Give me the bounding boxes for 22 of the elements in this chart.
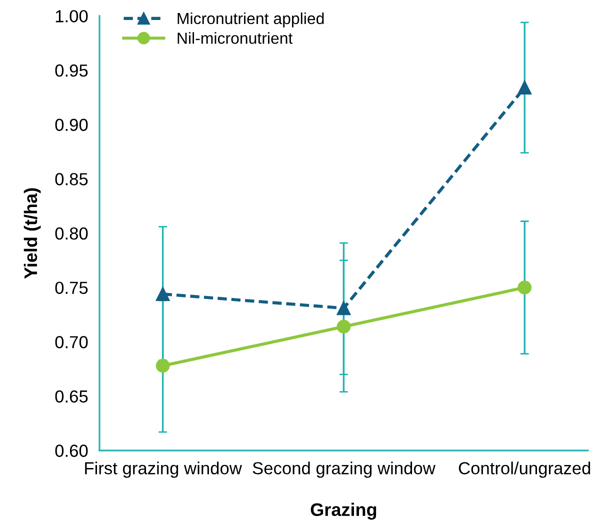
point (156, 287, 170, 301)
x-tick-label: Second grazing window (252, 462, 436, 478)
point (336, 301, 351, 316)
point (518, 280, 532, 294)
point (156, 358, 170, 373)
y-tick-label: 0.70 (55, 336, 88, 348)
y-axis-title: Yield (t/ha) (24, 188, 41, 279)
y-tick-label: 0.60 (55, 444, 88, 457)
y-tick-label: 1.00 (56, 10, 88, 22)
x-tick-label: First grazing window (85, 462, 242, 478)
legend-label: Nil-micronutrient (178, 32, 293, 44)
y-tick-label: 0.90 (55, 118, 88, 132)
y-tick-label: 0.85 (55, 173, 88, 186)
legend-label: Micronutrient applied (178, 12, 324, 28)
x-tick-label: Control/ungrazed (458, 462, 590, 478)
y-tick-label: 0.75 (55, 282, 88, 294)
point (518, 80, 532, 95)
point (336, 320, 351, 334)
x-axis-title: Grazing (310, 502, 376, 520)
y-tick-label: 0.65 (55, 390, 88, 403)
y-tick-label: 0.80 (55, 227, 88, 240)
y-tick-label: 0.95 (55, 64, 88, 77)
